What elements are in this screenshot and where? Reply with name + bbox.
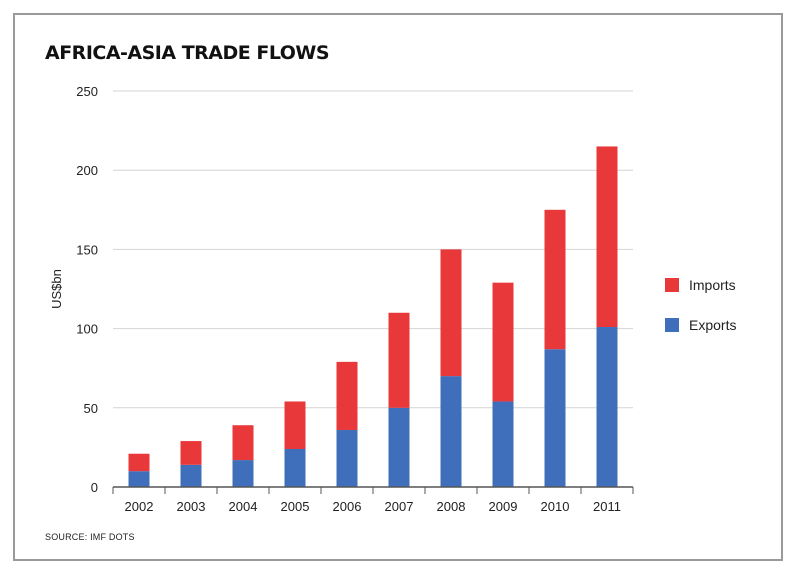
bar-imports-2002 [128,453,150,472]
x-tick-label: 2007 [385,499,414,514]
legend-label-imports: Imports [689,277,736,293]
x-tick-label: 2009 [489,499,518,514]
y-tick-label: 0 [91,480,98,495]
bar-exports-2005 [284,448,306,487]
x-tick-label: 2002 [125,499,154,514]
y-tick-labels: 0 50 100 150 200 250 [76,84,98,495]
bar-imports-2007 [388,312,410,408]
bar-exports-2008 [440,376,462,487]
bar-imports-2004 [232,425,254,461]
y-axis-label: US$bn [49,269,64,309]
bars [128,146,618,487]
bar-imports-2005 [284,401,306,449]
bar-exports-2010 [544,349,566,487]
source-note: SOURCE: IMF DOTS [45,532,135,542]
legend: Imports Exports [665,277,736,333]
bar-imports-2009 [492,282,514,402]
y-tick-label: 50 [84,401,98,416]
bar-imports-2006 [336,361,358,430]
bar-exports-2003 [180,464,202,487]
y-tick-label: 150 [76,242,98,257]
x-tick-label: 2010 [541,499,570,514]
bar-imports-2008 [440,249,462,377]
bar-exports-2011 [596,327,618,487]
chart-title: AFRICA-ASIA TRADE FLOWS [45,42,330,64]
bar-exports-2009 [492,401,514,487]
y-tick-label: 200 [76,163,98,178]
bar-exports-2004 [232,460,254,487]
bar-imports-2003 [180,441,202,465]
x-tick-labels: 2002 2003 2004 2005 2006 2007 2008 2009 2010 2011 [112,487,634,514]
legend-swatch-imports [665,278,679,292]
y-tick-label: 100 [76,322,98,337]
bar-imports-2011 [596,146,618,328]
y-tick-label: 250 [76,84,98,99]
x-tick-label: 2008 [437,499,466,514]
bar-exports-2002 [128,471,150,487]
x-tick-label: 2011 [593,499,621,514]
x-tick-label: 2006 [333,499,362,514]
bar-exports-2006 [336,429,358,487]
x-tick-label: 2004 [229,499,258,514]
legend-swatch-exports [665,318,679,332]
x-tick-label: 2003 [177,499,206,514]
legend-label-exports: Exports [689,317,736,333]
bar-imports-2010 [544,209,566,350]
bar-exports-2007 [388,407,410,487]
x-tick-label: 2005 [281,499,310,514]
